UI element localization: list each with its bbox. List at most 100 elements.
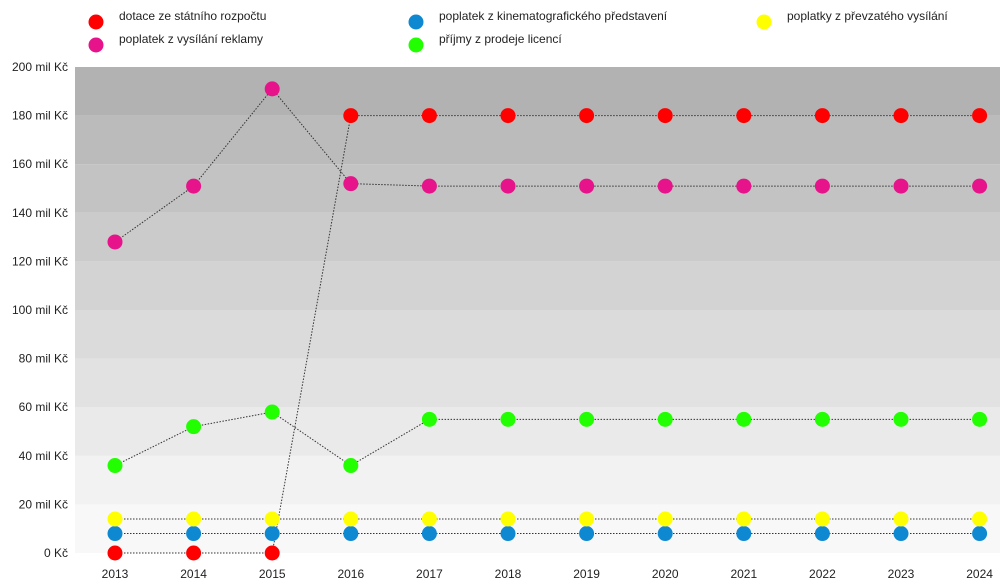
legend-marker [408,14,424,30]
data-point [972,108,988,124]
data-point [343,526,359,542]
legend-marker [88,14,104,30]
data-point [579,108,595,124]
y-tick-label: 60 mil Kč [19,400,68,414]
x-tick-label: 2024 [966,567,993,580]
data-point [657,178,673,194]
data-point [421,411,437,427]
data-point [736,178,752,194]
series-line [114,411,980,467]
x-tick-label: 2013 [102,567,129,580]
data-point [500,526,516,542]
y-tick-label: 80 mil Kč [19,352,68,366]
data-point [579,178,595,194]
y-tick-label: 160 mil Kč [12,157,68,171]
data-point [736,526,752,542]
x-tick-label: 2019 [573,567,600,580]
data-point [343,108,359,124]
data-point [264,404,280,420]
x-tick-label: 2014 [180,567,207,580]
data-point [421,526,437,542]
legend-marker [88,37,104,53]
data-point [500,178,516,194]
legend-label: dotace ze státního rozpočtu [119,9,266,23]
data-point [579,411,595,427]
data-point [421,178,437,194]
data-point [736,108,752,124]
legend: dotace ze státního rozpočtu poplatek z ki… [88,9,948,53]
data-point [186,526,202,542]
data-point [893,178,909,194]
data-point [421,511,437,527]
data-point [972,526,988,542]
grid-band [75,212,1000,262]
data-point [579,511,595,527]
grid-band [75,164,1000,213]
series-line [114,88,980,243]
grid-band [75,310,1000,359]
data-point [107,545,123,561]
data-point [893,526,909,542]
legend-label: poplatky z převzatého vysílání [787,9,948,23]
data-point [186,545,202,561]
data-point [107,526,123,542]
data-point [264,511,280,527]
y-tick-label: 140 mil Kč [12,206,68,220]
grid-band [75,115,1000,165]
data-point [657,108,673,124]
data-point [500,511,516,527]
x-tick-label: 2018 [495,567,522,580]
y-tick-label: 200 mil Kč [12,60,68,74]
y-tick-label: 120 mil Kč [12,254,68,268]
data-point [107,458,123,474]
data-points [107,81,988,561]
x-axis-ticks: 2013 2014 2015 2016 2017 2018 2019 2020 2021 2022… [102,567,994,580]
grid-band [75,455,1000,505]
grid-band [75,261,1000,310]
y-tick-label: 0 Kč [44,546,68,560]
data-point [736,511,752,527]
x-tick-label: 2023 [888,567,915,580]
data-point [343,511,359,527]
x-tick-label: 2021 [730,567,757,580]
grid-band [75,504,1000,553]
data-point [186,419,202,435]
x-tick-label: 2022 [809,567,836,580]
legend-label: poplatek z kinematografického představen… [439,9,668,23]
data-point [657,511,673,527]
x-tick-label: 2016 [337,567,364,580]
legend-marker [408,37,424,53]
data-point [186,511,202,527]
x-tick-label: 2020 [652,567,679,580]
grid-bands [75,67,1000,553]
data-point [972,411,988,427]
y-tick-label: 180 mil Kč [12,109,68,123]
data-point [972,178,988,194]
grid-band [75,407,1000,456]
data-point [972,511,988,527]
data-point [893,511,909,527]
data-point [657,526,673,542]
data-point [500,411,516,427]
grid-band [75,67,1000,116]
data-point [814,108,830,124]
data-point [736,411,752,427]
data-point [814,178,830,194]
y-tick-label: 40 mil Kč [19,449,68,463]
legend-label: příjmy z prodeje licencí [439,32,562,46]
data-point [579,526,595,542]
legend-label: poplatek z vysílání reklamy [119,32,263,46]
x-tick-label: 2015 [259,567,286,580]
data-point [343,176,359,192]
data-point [264,545,280,561]
x-tick-label: 2017 [416,567,443,580]
data-point [421,108,437,124]
y-tick-label: 20 mil Kč [19,497,68,511]
data-point [814,511,830,527]
data-point [264,81,280,97]
data-point [814,526,830,542]
y-axis-ticks: 0 Kč 20 mil Kč 40 mil Kč 60 mil Kč 80 mil Kč… [12,60,68,560]
data-point [657,411,673,427]
data-point [893,108,909,124]
data-point [500,108,516,124]
